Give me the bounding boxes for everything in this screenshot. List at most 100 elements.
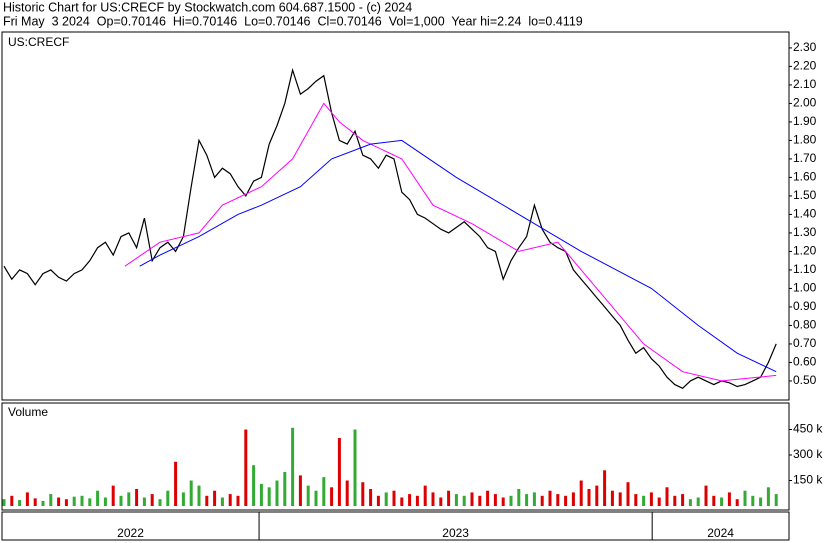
price-line — [3, 67, 777, 390]
price-panel — [1, 31, 790, 401]
y-tick-label: 0.70 — [793, 336, 817, 350]
header-title: Historic Chart for US:CRECF by Stockwatc… — [3, 0, 412, 14]
volume-bar — [205, 495, 209, 506]
volume-bar — [64, 499, 68, 506]
volume-bar — [267, 487, 271, 506]
volume-bar — [135, 489, 139, 506]
volume-bar — [720, 497, 724, 506]
volume-bar — [142, 497, 146, 506]
volume-bar — [603, 470, 607, 506]
volume-bar — [462, 495, 466, 506]
volume-bar — [337, 438, 341, 506]
price-line — [139, 139, 777, 373]
volume-bar — [681, 494, 685, 506]
volume-bar — [766, 487, 770, 506]
volume-bar — [259, 483, 263, 506]
volume-bar — [49, 494, 53, 506]
volume-bar — [548, 490, 552, 506]
volume-panel — [1, 402, 790, 511]
volume-bar — [759, 497, 763, 506]
volume-bar — [88, 498, 92, 506]
volume-bar — [220, 497, 224, 506]
y-tick-label: 0.50 — [793, 373, 817, 387]
volume-bar — [447, 490, 451, 506]
date-axis — [1, 511, 790, 541]
volume-bar — [10, 495, 14, 506]
y-tick-label: 150 k — [793, 473, 823, 487]
y-tick-label: 1.10 — [793, 262, 817, 276]
volume-bar — [353, 429, 357, 506]
volume-bar — [2, 499, 6, 506]
volume-bar — [80, 495, 84, 506]
volume-bar — [18, 500, 22, 506]
volume-label: Volume — [8, 405, 48, 419]
volume-bar — [610, 490, 614, 506]
volume-bar — [649, 492, 653, 506]
volume-bar — [454, 494, 458, 506]
y-tick-label: 1.90 — [793, 114, 817, 128]
volume-bar — [330, 487, 334, 506]
volume-bar — [423, 485, 427, 506]
volume-bar — [493, 494, 497, 506]
volume-bar — [197, 485, 201, 506]
volume-bar — [119, 495, 123, 506]
volume-bar — [501, 497, 505, 506]
y-tick-label: 2.30 — [793, 40, 817, 54]
volume-bar — [174, 461, 178, 506]
volume-bar — [111, 485, 115, 506]
volume-bar — [415, 495, 419, 506]
volume-bar — [595, 485, 599, 506]
volume-bar — [291, 427, 295, 506]
volume-bar — [213, 490, 217, 506]
volume-bar — [408, 494, 412, 506]
volume-bar — [298, 475, 302, 506]
volume-bar — [618, 492, 622, 506]
y-tick-label: 1.40 — [793, 207, 817, 221]
volume-bar — [400, 497, 404, 506]
volume-bar — [384, 492, 388, 506]
y-tick-label: 450 k — [793, 422, 823, 436]
volume-bar — [236, 495, 240, 506]
volume-bar — [556, 494, 560, 506]
volume-bar — [564, 495, 568, 506]
volume-bar — [306, 485, 310, 506]
volume-bar — [665, 487, 669, 506]
volume-bar — [486, 490, 490, 506]
volume-bar — [509, 495, 513, 506]
header-quote: Fri May 3 2024 Op=0.70146 Hi=0.70146 Lo=… — [3, 14, 583, 28]
volume-bar — [72, 496, 76, 506]
volume-bar — [642, 495, 646, 506]
y-tick-label: 2.20 — [793, 59, 817, 73]
y-tick-label: 1.00 — [793, 281, 817, 295]
volume-bar — [283, 472, 287, 506]
price-line — [124, 102, 777, 382]
volume-bar — [322, 477, 326, 506]
volume-bar — [470, 492, 474, 506]
volume-bar — [376, 495, 380, 506]
volume-bar — [634, 494, 638, 506]
y-tick-label: 300 k — [793, 447, 823, 461]
volume-bar — [439, 497, 443, 506]
volume-bar — [532, 492, 536, 506]
volume-bar — [103, 497, 107, 506]
volume-bar — [369, 489, 373, 506]
price-label: US:CRECF — [8, 35, 69, 49]
volume-bar — [244, 429, 248, 506]
volume-bar — [127, 492, 131, 506]
y-tick-label: 2.00 — [793, 96, 817, 110]
volume-bar — [587, 489, 591, 506]
y-tick-label: 2.10 — [793, 77, 817, 91]
volume-bar — [626, 482, 630, 506]
y-tick-label: 0.90 — [793, 299, 817, 313]
volume-bar — [57, 497, 61, 506]
volume-bar — [657, 497, 661, 506]
x-tick-label: 2022 — [117, 526, 144, 540]
volume-bar — [189, 480, 193, 506]
volume-bar — [228, 494, 232, 506]
volume-bar — [181, 492, 185, 506]
volume-bar — [96, 490, 100, 506]
y-tick-label: 1.50 — [793, 188, 817, 202]
